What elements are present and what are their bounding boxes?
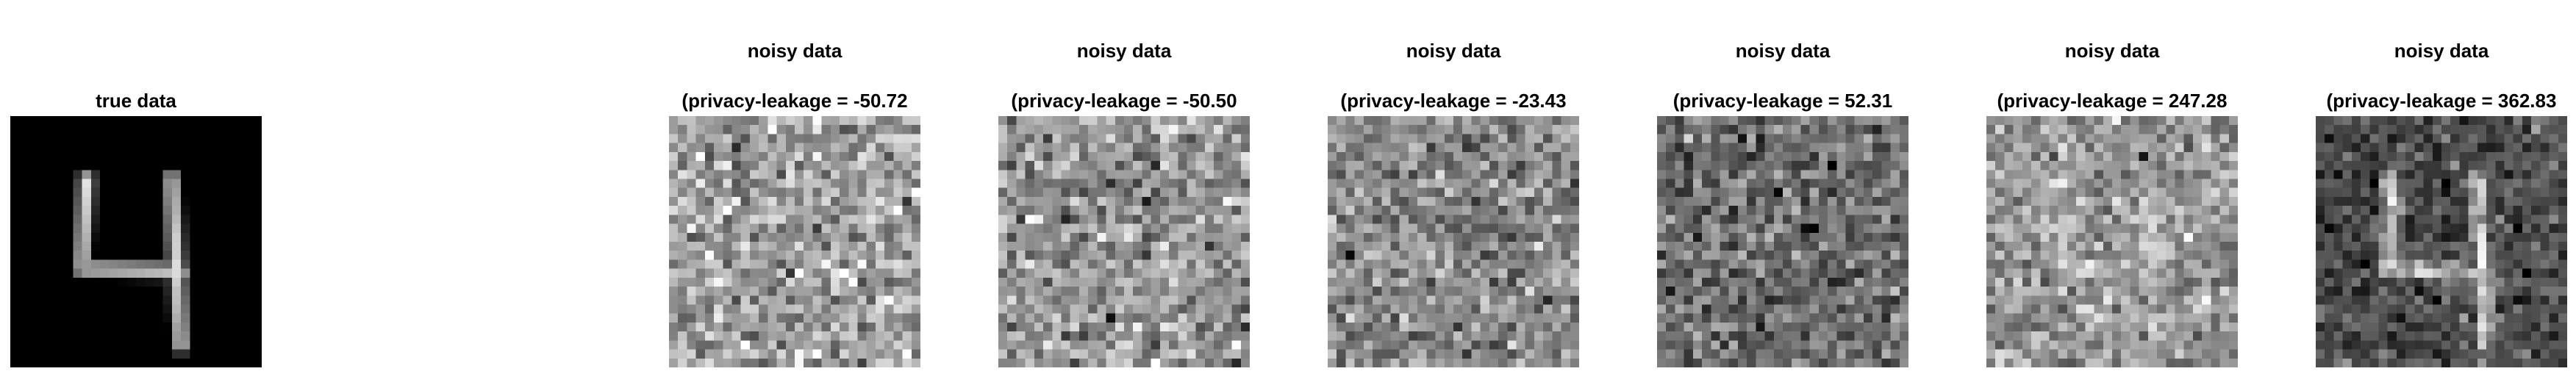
noisy-panel-3: noisy data (privacy-leakage = -23.43 int… xyxy=(1328,40,1579,367)
noisy-panel-1: noisy data (privacy-leakage = -50.72 int… xyxy=(669,40,920,367)
noisy-image-5 xyxy=(1986,116,2238,367)
noisy-panel-5: noisy data (privacy-leakage = 247.28 int… xyxy=(1986,40,2238,367)
noisy-panel-6: noisy data (privacy-leakage = 362.83 int… xyxy=(2316,40,2567,367)
true-data-title: true data xyxy=(96,90,176,112)
true-data-panel: true data xyxy=(10,90,262,367)
noisy-image-2 xyxy=(998,116,1250,367)
noisy-panel-4: noisy data (privacy-leakage = 52.31 inte… xyxy=(1657,40,1908,367)
noisy-image-6 xyxy=(2316,116,2567,367)
noisy-panel-2: noisy data (privacy-leakage = -50.50 int… xyxy=(998,40,1250,367)
noisy-image-4 xyxy=(1657,116,1908,367)
noisy-image-3 xyxy=(1328,116,1579,367)
true-digit-image xyxy=(10,116,262,367)
noisy-image-1 xyxy=(669,116,920,367)
